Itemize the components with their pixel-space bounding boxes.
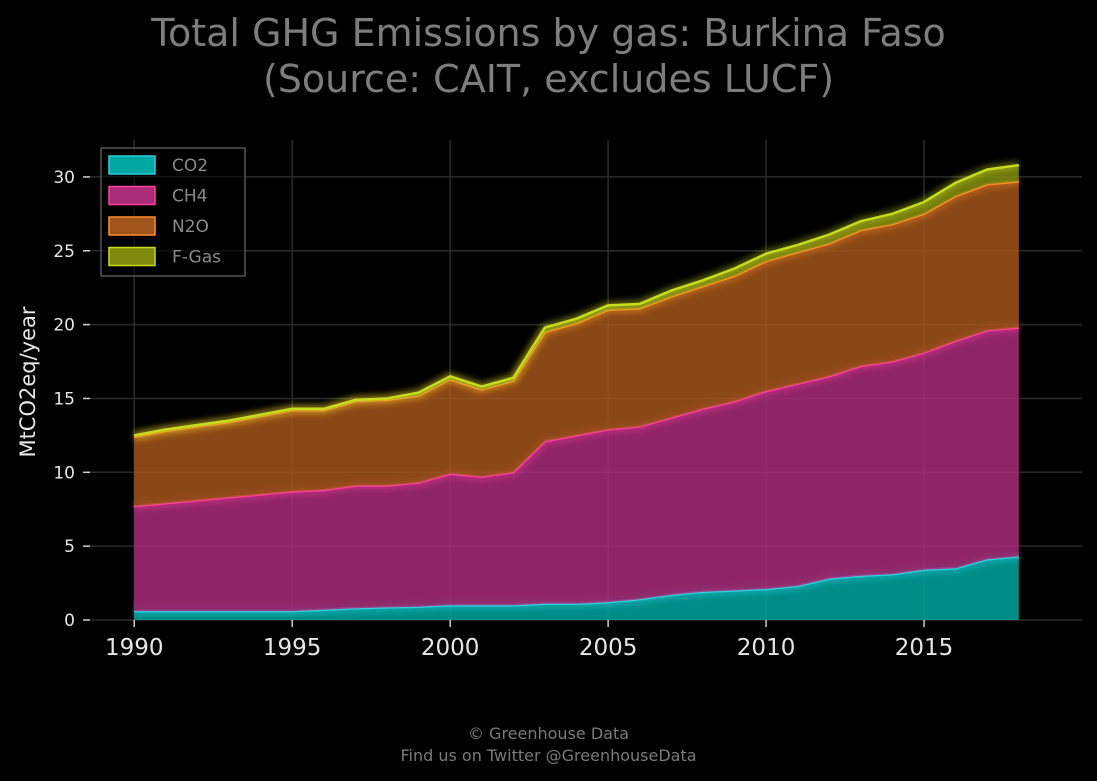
y-tick-label: 10 bbox=[53, 463, 75, 483]
footer-copyright: © Greenhouse Data bbox=[467, 724, 630, 743]
area-co2 bbox=[134, 556, 1019, 620]
legend-label: F-Gas bbox=[172, 248, 221, 268]
x-tick-label: 1990 bbox=[105, 635, 164, 661]
chart-title-line2: (Source: CAIT, excludes LUCF) bbox=[262, 57, 835, 101]
edge-line-f-gas bbox=[133, 163, 1019, 437]
x-tick-label: 2015 bbox=[895, 635, 954, 661]
x-tick-label: 2010 bbox=[737, 635, 796, 661]
y-axis-label: MtCO2eq/year bbox=[16, 306, 40, 457]
y-tick-label: 15 bbox=[53, 389, 75, 409]
legend-swatch bbox=[108, 155, 156, 175]
chart-title-line1: Total GHG Emissions by gas: Burkina Faso bbox=[151, 11, 946, 55]
x-axis-ticks: 1990 1995 2000 2005 2010 2015 bbox=[105, 620, 953, 661]
legend-label: N2O bbox=[172, 217, 209, 237]
y-tick-label: 0 bbox=[64, 611, 75, 631]
legend: CO2 CH4 N2O F-Gas bbox=[100, 147, 246, 277]
x-tick-label: 2000 bbox=[421, 635, 480, 661]
footer-twitter: Find us on Twitter @GreenhouseData bbox=[400, 746, 697, 765]
y-tick-label: 30 bbox=[53, 168, 75, 188]
x-tick-label: 2005 bbox=[579, 635, 638, 661]
y-tick-label: 25 bbox=[53, 242, 75, 262]
legend-swatch bbox=[108, 246, 156, 267]
area-ch4 bbox=[134, 327, 1019, 612]
area-n2o bbox=[134, 181, 1019, 507]
y-axis-ticks: 0 5 10 15 20 25 30 bbox=[53, 168, 90, 631]
chart-title: Total GHG Emissions by gas: Burkina Faso… bbox=[0, 10, 1097, 102]
legend-swatch bbox=[108, 185, 156, 206]
legend-label: CO2 bbox=[172, 156, 208, 176]
y-tick-label: 20 bbox=[53, 316, 75, 336]
area-layers bbox=[133, 160, 1020, 620]
legend-label: CH4 bbox=[172, 187, 207, 207]
x-tick-label: 1995 bbox=[263, 635, 322, 661]
legend-swatch bbox=[108, 216, 156, 236]
y-tick-label: 5 bbox=[64, 537, 75, 557]
